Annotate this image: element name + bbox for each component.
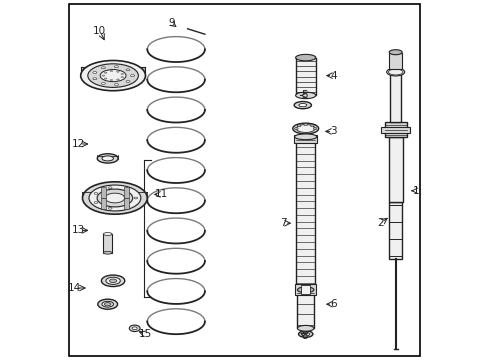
- FancyBboxPatch shape: [297, 290, 313, 328]
- Ellipse shape: [102, 156, 113, 161]
- Ellipse shape: [103, 251, 112, 254]
- Ellipse shape: [310, 125, 313, 127]
- Text: 10: 10: [93, 26, 106, 36]
- Ellipse shape: [296, 125, 314, 132]
- FancyBboxPatch shape: [388, 53, 401, 69]
- Ellipse shape: [97, 189, 132, 207]
- Ellipse shape: [102, 75, 104, 76]
- Ellipse shape: [109, 279, 117, 283]
- Ellipse shape: [81, 60, 145, 91]
- Ellipse shape: [82, 182, 147, 214]
- FancyBboxPatch shape: [123, 186, 129, 198]
- Ellipse shape: [93, 78, 97, 80]
- Ellipse shape: [104, 78, 107, 79]
- Ellipse shape: [101, 82, 105, 84]
- Ellipse shape: [295, 92, 315, 99]
- Ellipse shape: [121, 73, 123, 75]
- Ellipse shape: [126, 205, 130, 207]
- Text: 8: 8: [301, 330, 307, 341]
- FancyBboxPatch shape: [384, 122, 406, 137]
- Text: 13: 13: [71, 225, 84, 235]
- Ellipse shape: [97, 154, 118, 163]
- Ellipse shape: [132, 327, 137, 330]
- Text: 9: 9: [168, 18, 175, 28]
- Text: 14: 14: [68, 283, 81, 293]
- Ellipse shape: [294, 134, 316, 140]
- FancyBboxPatch shape: [301, 285, 309, 294]
- Ellipse shape: [297, 125, 300, 127]
- Ellipse shape: [114, 84, 118, 85]
- Ellipse shape: [121, 77, 123, 78]
- Ellipse shape: [294, 102, 311, 109]
- Ellipse shape: [101, 67, 105, 69]
- FancyBboxPatch shape: [388, 202, 401, 259]
- Ellipse shape: [108, 207, 112, 209]
- Ellipse shape: [117, 71, 119, 72]
- Text: 1: 1: [412, 186, 419, 196]
- Text: 12: 12: [71, 139, 84, 149]
- Ellipse shape: [89, 185, 141, 211]
- Ellipse shape: [297, 325, 313, 331]
- Ellipse shape: [110, 80, 112, 81]
- Ellipse shape: [108, 187, 112, 189]
- Ellipse shape: [298, 331, 312, 337]
- Text: 11: 11: [154, 189, 167, 199]
- Text: 3: 3: [330, 126, 336, 136]
- Ellipse shape: [98, 299, 117, 309]
- Ellipse shape: [313, 127, 316, 130]
- Ellipse shape: [126, 69, 130, 71]
- Ellipse shape: [134, 197, 138, 199]
- Ellipse shape: [88, 64, 138, 87]
- FancyBboxPatch shape: [97, 156, 118, 161]
- Ellipse shape: [303, 123, 307, 126]
- Ellipse shape: [130, 75, 134, 76]
- Ellipse shape: [294, 127, 298, 130]
- Text: 7: 7: [280, 218, 286, 228]
- Ellipse shape: [386, 68, 404, 76]
- Ellipse shape: [117, 79, 119, 80]
- Ellipse shape: [101, 275, 124, 287]
- Ellipse shape: [93, 72, 97, 73]
- Ellipse shape: [105, 193, 124, 203]
- FancyBboxPatch shape: [296, 137, 314, 286]
- Ellipse shape: [110, 71, 112, 72]
- Ellipse shape: [295, 54, 315, 61]
- Text: 4: 4: [330, 71, 336, 81]
- FancyBboxPatch shape: [101, 198, 106, 210]
- FancyBboxPatch shape: [381, 127, 409, 133]
- FancyBboxPatch shape: [295, 58, 315, 95]
- FancyBboxPatch shape: [294, 135, 317, 143]
- Text: 6: 6: [330, 299, 336, 309]
- Ellipse shape: [126, 81, 130, 82]
- FancyBboxPatch shape: [103, 234, 112, 253]
- Ellipse shape: [114, 66, 118, 68]
- Ellipse shape: [100, 69, 126, 82]
- Ellipse shape: [388, 50, 401, 55]
- Ellipse shape: [301, 332, 309, 336]
- Ellipse shape: [103, 233, 112, 235]
- FancyBboxPatch shape: [82, 192, 147, 200]
- Ellipse shape: [104, 302, 111, 306]
- Ellipse shape: [104, 72, 107, 73]
- FancyBboxPatch shape: [389, 72, 400, 122]
- Ellipse shape: [94, 202, 98, 203]
- FancyBboxPatch shape: [123, 198, 129, 210]
- Ellipse shape: [297, 287, 313, 293]
- Ellipse shape: [129, 325, 140, 332]
- Ellipse shape: [292, 123, 318, 134]
- Ellipse shape: [298, 104, 306, 107]
- Ellipse shape: [387, 69, 402, 75]
- FancyBboxPatch shape: [101, 186, 106, 198]
- FancyBboxPatch shape: [294, 284, 316, 295]
- Ellipse shape: [94, 193, 98, 194]
- FancyBboxPatch shape: [81, 67, 145, 76]
- Text: 15: 15: [139, 329, 152, 339]
- Ellipse shape: [106, 277, 120, 284]
- Ellipse shape: [126, 189, 130, 191]
- Ellipse shape: [102, 301, 113, 307]
- FancyBboxPatch shape: [387, 137, 402, 202]
- Text: 5: 5: [301, 90, 307, 100]
- Text: 2: 2: [377, 218, 383, 228]
